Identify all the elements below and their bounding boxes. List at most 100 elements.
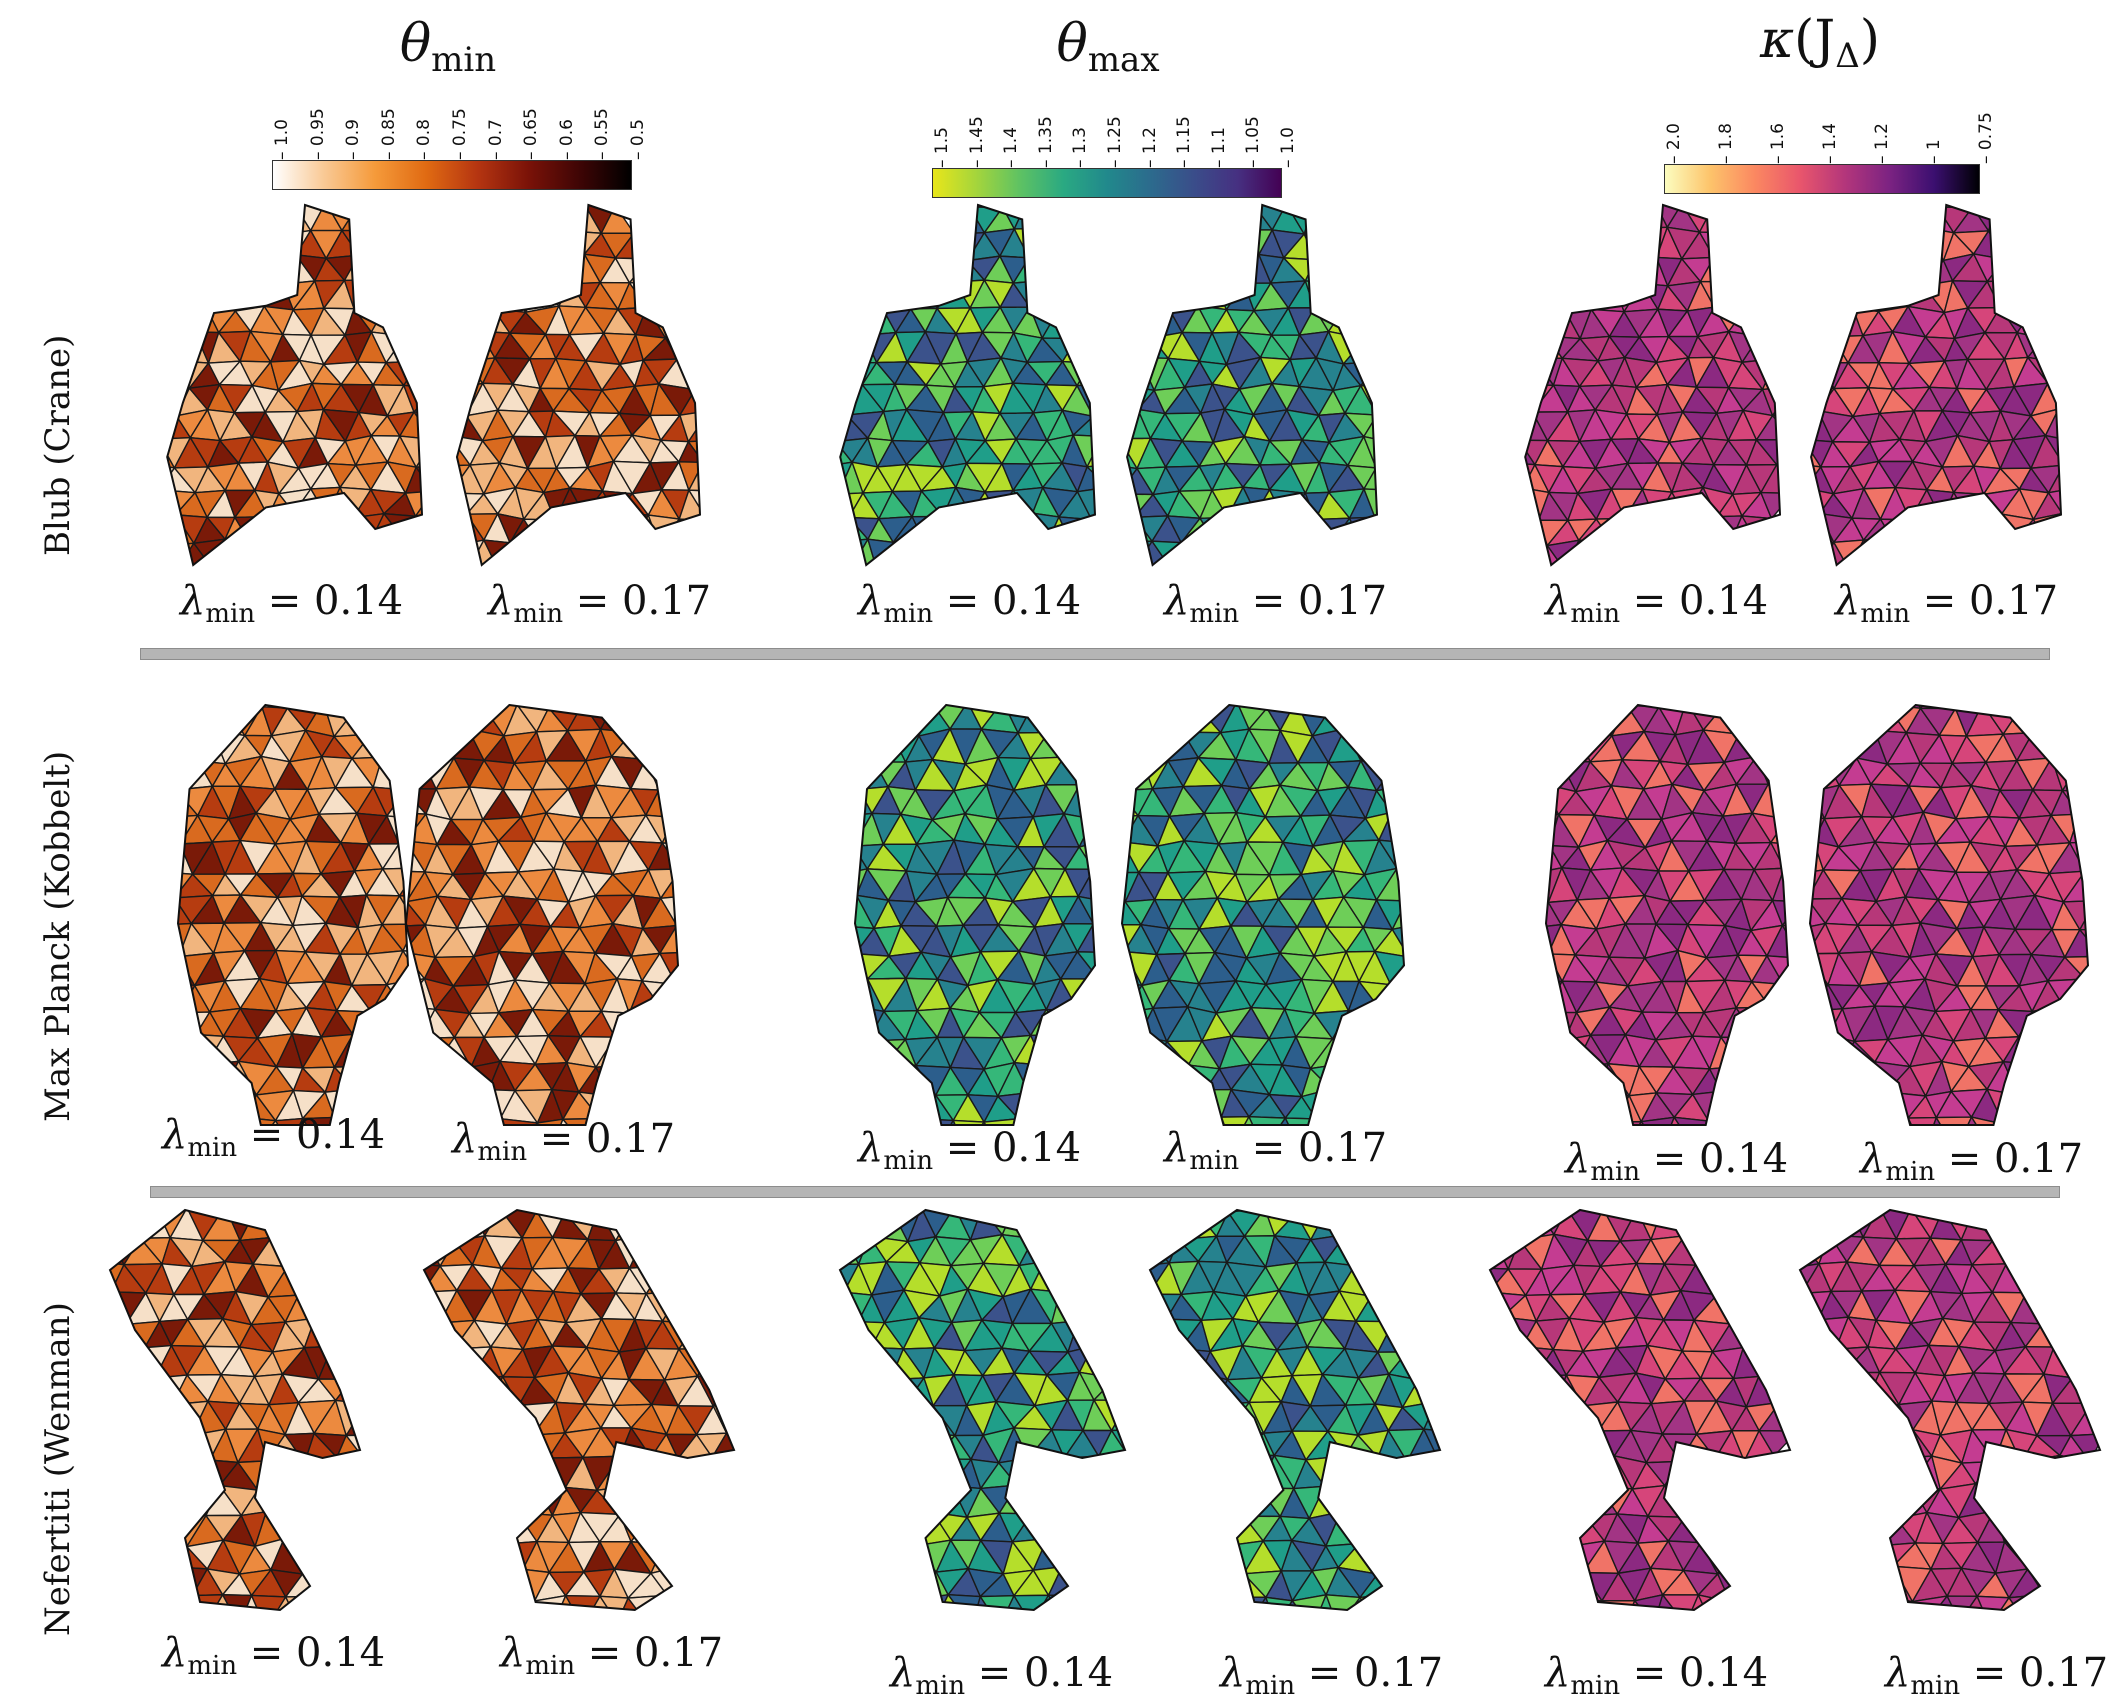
lambda-subscript: min	[477, 1137, 528, 1167]
lambda-value: 0.14	[296, 1630, 386, 1676]
lambda-min-caption: λmin = 0.14	[1545, 578, 1768, 629]
lambda-value: 0.14	[1024, 1650, 1114, 1696]
colorbar-tick-label: – 0.75	[1976, 112, 1996, 164]
mesh-render	[108, 1208, 362, 1612]
column-title-theta-min: θmin	[399, 14, 497, 80]
colorbar-gradient	[1664, 164, 1980, 194]
lambda-subscript: min	[1860, 599, 1911, 629]
lambda-value: 0.17	[1969, 578, 2059, 624]
lambda-value: 0.14	[1679, 1650, 1769, 1696]
lambda-subscript: min	[1910, 1671, 1961, 1701]
mesh-render	[838, 1208, 1127, 1612]
lambda-symbol: λ	[500, 1630, 526, 1676]
lambda-subscript: min	[205, 599, 256, 629]
lambda-min-caption: λmin = 0.17	[452, 1116, 675, 1167]
lambda-symbol: λ	[1860, 1136, 1886, 1182]
lambda-min-caption: λmin = 0.17	[1835, 578, 2058, 629]
lambda-value: 0.17	[634, 1630, 724, 1676]
equals-sign: =	[255, 578, 315, 624]
colorbar-tick-label: – 1	[1924, 139, 1944, 164]
equals-sign: =	[933, 1125, 993, 1171]
lambda-symbol: λ	[162, 1630, 188, 1676]
mesh-render	[404, 703, 680, 1126]
equals-sign: =	[1620, 578, 1680, 624]
equals-sign: =	[1295, 1650, 1355, 1696]
mesh-render	[1798, 1208, 2102, 1612]
colorbar-tick-label: – 1.5	[932, 127, 952, 168]
colorbar-tick-label: – 0.55	[592, 108, 613, 160]
colorbar-tick-label: – 1.0	[272, 119, 292, 160]
lambda-subscript: min	[915, 1671, 966, 1701]
lambda-subscript: min	[1570, 1671, 1621, 1701]
lambda-symbol: λ	[1164, 1125, 1190, 1171]
lambda-min-caption: λmin = 0.17	[1885, 1650, 2108, 1701]
colorbar-tick-label: – 1.0	[1278, 127, 1298, 168]
row-label-nefertiti: Nefertiti (Wenman)	[38, 1302, 78, 1636]
colorbar-tick-label: – 0.85	[378, 108, 399, 160]
column-title-theta-max: θmax	[1056, 14, 1160, 80]
lambda-value: 0.14	[992, 1125, 1082, 1171]
lambda-symbol: λ	[1220, 1650, 1246, 1696]
equals-sign: =	[1910, 578, 1970, 624]
lambda-symbol: λ	[488, 578, 514, 624]
lambda-value: 0.17	[622, 578, 712, 624]
lambda-value: 0.14	[296, 1112, 386, 1158]
colorbar-tick-label: – 0.6	[556, 119, 577, 160]
row-divider	[140, 648, 2050, 660]
lambda-min-caption: λmin = 0.17	[1164, 1125, 1387, 1176]
lambda-value: 0.14	[1679, 578, 1769, 624]
mesh-render	[166, 203, 424, 567]
lambda-subscript: min	[1189, 599, 1240, 629]
row-label-max-planck: Max Planck (Kobbelt)	[38, 750, 78, 1122]
lambda-min-caption: λmin = 0.17	[1164, 578, 1387, 629]
mesh-render	[1126, 203, 1379, 567]
colorbar-tick-label: – 1.6	[1768, 123, 1788, 164]
colorbar-tick-label: – 1.4	[1820, 123, 1840, 164]
mesh-render	[176, 703, 410, 1126]
lambda-subscript: min	[525, 1651, 576, 1681]
mesh-render	[1544, 703, 1790, 1126]
lambda-symbol: λ	[858, 1125, 884, 1171]
equals-sign: =	[563, 578, 623, 624]
lambda-symbol: λ	[452, 1116, 478, 1162]
lambda-subscript: min	[1245, 1671, 1296, 1701]
lambda-min-caption: λmin = 0.17	[1220, 1650, 1443, 1701]
row-label-blub: Blub (Crane)	[38, 334, 78, 556]
mesh-render	[1808, 703, 2090, 1126]
lambda-symbol: λ	[1835, 578, 1861, 624]
lambda-value: 0.14	[314, 578, 404, 624]
lambda-subscript: min	[187, 1651, 238, 1681]
colorbar-tick-label: – 1.35	[1035, 116, 1056, 168]
lambda-min-caption: λmin = 0.14	[1545, 1650, 1768, 1701]
colorbar-tick-label: – 1.8	[1716, 123, 1736, 164]
colorbar-tick-label: – 0.9	[343, 119, 364, 160]
lambda-value: 0.17	[1994, 1136, 2084, 1182]
colorbar-gradient	[272, 160, 632, 190]
lambda-subscript: min	[187, 1133, 238, 1163]
mesh-render	[422, 1208, 736, 1612]
equals-sign: =	[1620, 1650, 1680, 1696]
colorbar-tick-label: – 1.15	[1174, 116, 1195, 168]
equals-sign: =	[1239, 1125, 1299, 1171]
lambda-min-caption: λmin = 0.17	[1860, 1136, 2083, 1187]
colorbar-theta-max: – 1.5 – 1.45 – 1.4 – 1.35 – 1.3 – 1.25 – 1.2 – …	[932, 100, 1298, 198]
mesh-render	[839, 203, 1097, 567]
mesh-render	[1120, 703, 1406, 1126]
equals-sign: =	[575, 1630, 635, 1676]
colorbar-tick-label: – 0.65	[521, 108, 542, 160]
equals-sign: =	[527, 1116, 587, 1162]
lambda-subscript: min	[1189, 1146, 1240, 1176]
lambda-subscript: min	[1570, 599, 1621, 629]
lambda-symbol: λ	[1565, 1136, 1591, 1182]
colorbar-tick-label: – 1.25	[1105, 116, 1125, 168]
lambda-min-caption: λmin = 0.14	[1565, 1136, 1788, 1187]
colorbar-gradient	[932, 168, 1282, 198]
lambda-symbol: λ	[1164, 578, 1190, 624]
column-title-kappa: κ(JΔ)	[1759, 10, 1881, 76]
lambda-min-caption: λmin = 0.17	[488, 578, 711, 629]
lambda-min-caption: λmin = 0.14	[858, 578, 1081, 629]
lambda-value: 0.17	[586, 1116, 676, 1162]
mesh-render	[853, 703, 1097, 1126]
colorbar-tick-label: – 0.95	[307, 108, 328, 160]
colorbar-tick-label: – 1.3	[1070, 127, 1091, 168]
